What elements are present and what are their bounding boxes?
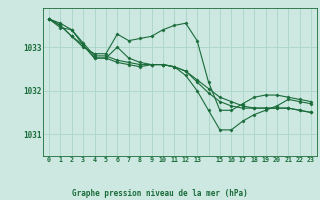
Text: Graphe pression niveau de la mer (hPa): Graphe pression niveau de la mer (hPa): [72, 189, 248, 198]
